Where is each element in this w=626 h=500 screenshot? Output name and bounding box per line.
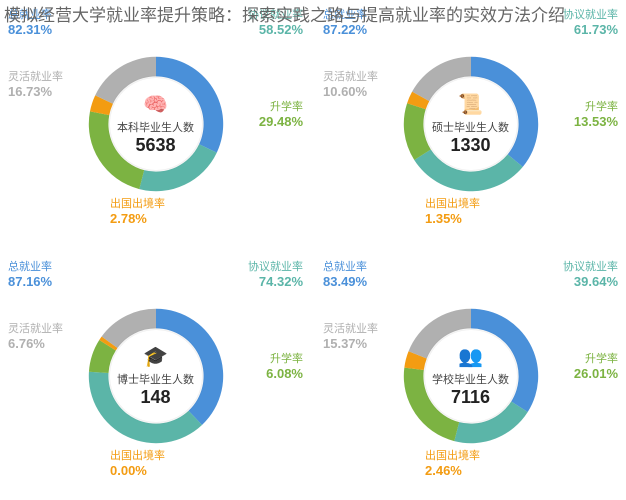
center-value: 1330 [450, 135, 490, 156]
graduation-icon: 🎓 [143, 344, 168, 369]
center-label: 博士毕业生人数 [117, 371, 194, 387]
center-circle: 👥 学校毕业生人数 7116 [425, 330, 517, 422]
center-label: 本科毕业生人数 [117, 119, 194, 135]
stat-label: 升学率 [574, 100, 618, 114]
stat-label: 升学率 [259, 100, 303, 114]
stat-value: 13.53% [574, 114, 618, 131]
center-circle: 📜 硕士毕业生人数 1330 [425, 78, 517, 170]
donut-school: 👥 学校毕业生人数 7116 [401, 306, 541, 446]
stat-value: 74.32% [248, 274, 303, 291]
stat-label: 出国出境率 [110, 197, 165, 211]
stat-label: 灵活就业率 [323, 322, 378, 336]
page-title: 模拟经营大学就业率提升策略：探索实践之路与提高就业率的实效方法介绍 [4, 4, 565, 28]
center-label: 硕士毕业生人数 [432, 119, 509, 135]
stat-agreement-employment: 协议就业率 74.32% [248, 260, 303, 291]
stat-value: 16.73% [8, 84, 63, 101]
scroll-icon: 📜 [458, 92, 483, 117]
donut-phd: 🎓 博士毕业生人数 148 [86, 306, 226, 446]
stat-value: 61.73% [563, 22, 618, 39]
stat-flexible-employment: 灵活就业率 10.60% [323, 70, 378, 101]
center-value: 5638 [135, 135, 175, 156]
center-label: 学校毕业生人数 [432, 371, 509, 387]
stat-abroad: 出国出境率 2.46% [425, 449, 480, 480]
center-circle: 🎓 博士毕业生人数 148 [110, 330, 202, 422]
stat-value: 29.48% [259, 114, 303, 131]
stat-flexible-employment: 灵活就业率 15.37% [323, 322, 378, 353]
stat-value: 0.00% [110, 463, 165, 480]
stat-value: 6.76% [8, 336, 63, 353]
stat-label: 协议就业率 [563, 260, 618, 274]
stat-further-study: 升学率 6.08% [266, 352, 303, 383]
stat-label: 出国出境率 [110, 449, 165, 463]
stat-agreement-employment: 协议就业率 61.73% [563, 8, 618, 39]
stat-label: 灵活就业率 [323, 70, 378, 84]
stat-label: 升学率 [266, 352, 303, 366]
stat-value: 10.60% [323, 84, 378, 101]
stat-value: 15.37% [323, 336, 378, 353]
stat-label: 升学率 [574, 352, 618, 366]
stat-label: 灵活就业率 [8, 322, 63, 336]
stat-value: 6.08% [266, 366, 303, 383]
stat-abroad: 出国出境率 2.78% [110, 197, 165, 228]
stat-value: 2.46% [425, 463, 480, 480]
people-icon: 👥 [458, 344, 483, 369]
stat-value: 26.01% [574, 366, 618, 383]
stat-abroad: 出国出境率 1.35% [425, 197, 480, 228]
stat-label: 协议就业率 [563, 8, 618, 22]
stat-label: 出国出境率 [425, 449, 480, 463]
stat-value: 87.16% [8, 274, 52, 291]
center-value: 148 [140, 387, 170, 408]
brain-icon: 🧠 [143, 92, 168, 117]
center-circle: 🧠 本科毕业生人数 5638 [110, 78, 202, 170]
stat-flexible-employment: 灵活就业率 6.76% [8, 322, 63, 353]
center-value: 7116 [451, 387, 490, 408]
stat-value: 83.49% [323, 274, 367, 291]
stat-label: 协议就业率 [248, 260, 303, 274]
chart-grid: 🧠 本科毕业生人数 5638 总就业率 82.31% 协议就业率 58.52% … [0, 0, 626, 500]
stat-label: 出国出境率 [425, 197, 480, 211]
panel-masters: 📜 硕士毕业生人数 1330 总就业率 87.22% 协议就业率 61.73% … [315, 0, 626, 248]
stat-total-employment: 总就业率 87.16% [8, 260, 52, 291]
panel-phd: 🎓 博士毕业生人数 148 总就业率 87.16% 协议就业率 74.32% 灵… [0, 252, 311, 500]
stat-value: 39.64% [563, 274, 618, 291]
stat-label: 总就业率 [323, 260, 367, 274]
stat-flexible-employment: 灵活就业率 16.73% [8, 70, 63, 101]
stat-further-study: 升学率 13.53% [574, 100, 618, 131]
stat-value: 1.35% [425, 211, 480, 228]
stat-abroad: 出国出境率 0.00% [110, 449, 165, 480]
stat-value: 2.78% [110, 211, 165, 228]
stat-total-employment: 总就业率 83.49% [323, 260, 367, 291]
donut-undergrad: 🧠 本科毕业生人数 5638 [86, 54, 226, 194]
stat-further-study: 升学率 29.48% [259, 100, 303, 131]
stat-agreement-employment: 协议就业率 39.64% [563, 260, 618, 291]
stat-further-study: 升学率 26.01% [574, 352, 618, 383]
stat-label: 灵活就业率 [8, 70, 63, 84]
panel-undergrad: 🧠 本科毕业生人数 5638 总就业率 82.31% 协议就业率 58.52% … [0, 0, 311, 248]
panel-school: 👥 学校毕业生人数 7116 总就业率 83.49% 协议就业率 39.64% … [315, 252, 626, 500]
stat-label: 总就业率 [8, 260, 52, 274]
donut-masters: 📜 硕士毕业生人数 1330 [401, 54, 541, 194]
